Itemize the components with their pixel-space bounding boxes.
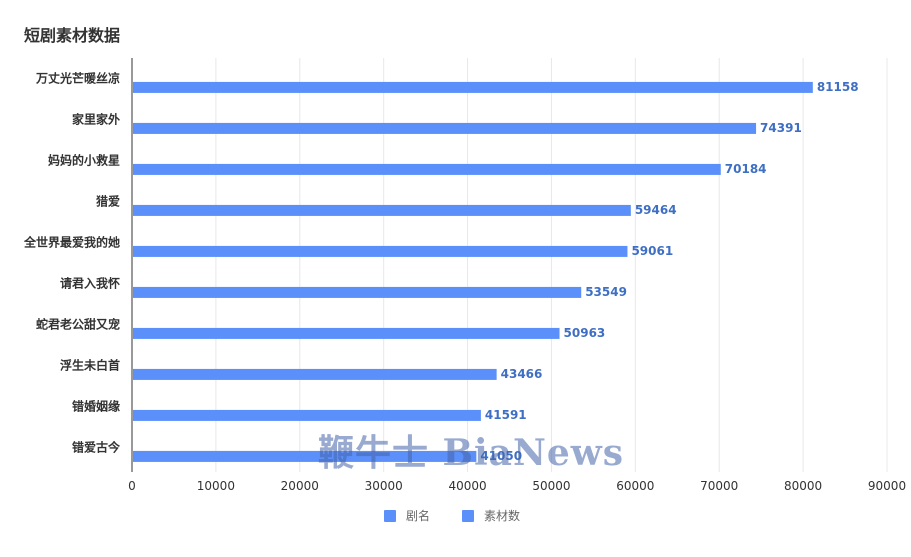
category-label: 蛇君老公甜又宠: [36, 317, 120, 332]
data-label: 41050: [480, 449, 522, 463]
data-label: 53549: [585, 285, 627, 299]
x-tick-label: 0: [128, 479, 136, 493]
bar: [133, 204, 631, 216]
category-label: 家里家外: [72, 112, 120, 127]
data-label: 43466: [501, 367, 543, 381]
bar: [133, 450, 477, 462]
bar: [133, 122, 757, 134]
legend-label-value: 素材数: [484, 509, 521, 523]
data-label: 59464: [635, 203, 677, 217]
x-tick-label: 10000: [197, 479, 235, 493]
data-label: 50963: [564, 326, 606, 340]
category-label: 妈妈的小救星: [48, 153, 120, 168]
category-label: 猎爱: [96, 194, 120, 209]
x-tick-label: 40000: [448, 479, 486, 493]
bar: [133, 409, 481, 421]
legend-swatch-value: [462, 509, 475, 522]
data-label: 41591: [485, 408, 527, 422]
data-label: 74391: [760, 121, 802, 135]
x-tick-label: 30000: [365, 479, 403, 493]
category-label: 错婚姻缘: [72, 399, 120, 414]
x-tick-label: 80000: [784, 479, 822, 493]
chart-title: 短剧素材数据: [24, 26, 121, 45]
category-label: 请君入我怀: [60, 276, 120, 291]
legend-item-value[interactable]: 素材数: [462, 507, 520, 524]
data-label: 70184: [725, 162, 767, 176]
category-label: 全世界最爱我的她: [23, 235, 120, 250]
bar: [133, 245, 628, 257]
bar: [133, 163, 721, 175]
category-label: 错爱古今: [72, 440, 121, 455]
bar: [133, 286, 582, 298]
bar: [133, 368, 497, 380]
data-label: 81158: [817, 80, 859, 94]
legend: 剧名 素材数: [384, 507, 520, 524]
bar: [133, 81, 813, 93]
x-tick-label: 70000: [700, 479, 738, 493]
legend-item-name[interactable]: 剧名: [384, 507, 430, 524]
x-tick-label: 90000: [868, 479, 906, 493]
x-tick-label: 60000: [616, 479, 654, 493]
bar: [133, 327, 560, 339]
x-tick-label: 20000: [281, 479, 319, 493]
x-tick-label: 50000: [532, 479, 570, 493]
category-label: 万丈光芒暖丝凉: [35, 71, 120, 86]
category-label: 浮生未白首: [60, 358, 120, 373]
data-label: 59061: [631, 244, 673, 258]
legend-swatch-name: [384, 509, 396, 522]
legend-label-name: 剧名: [406, 509, 431, 523]
